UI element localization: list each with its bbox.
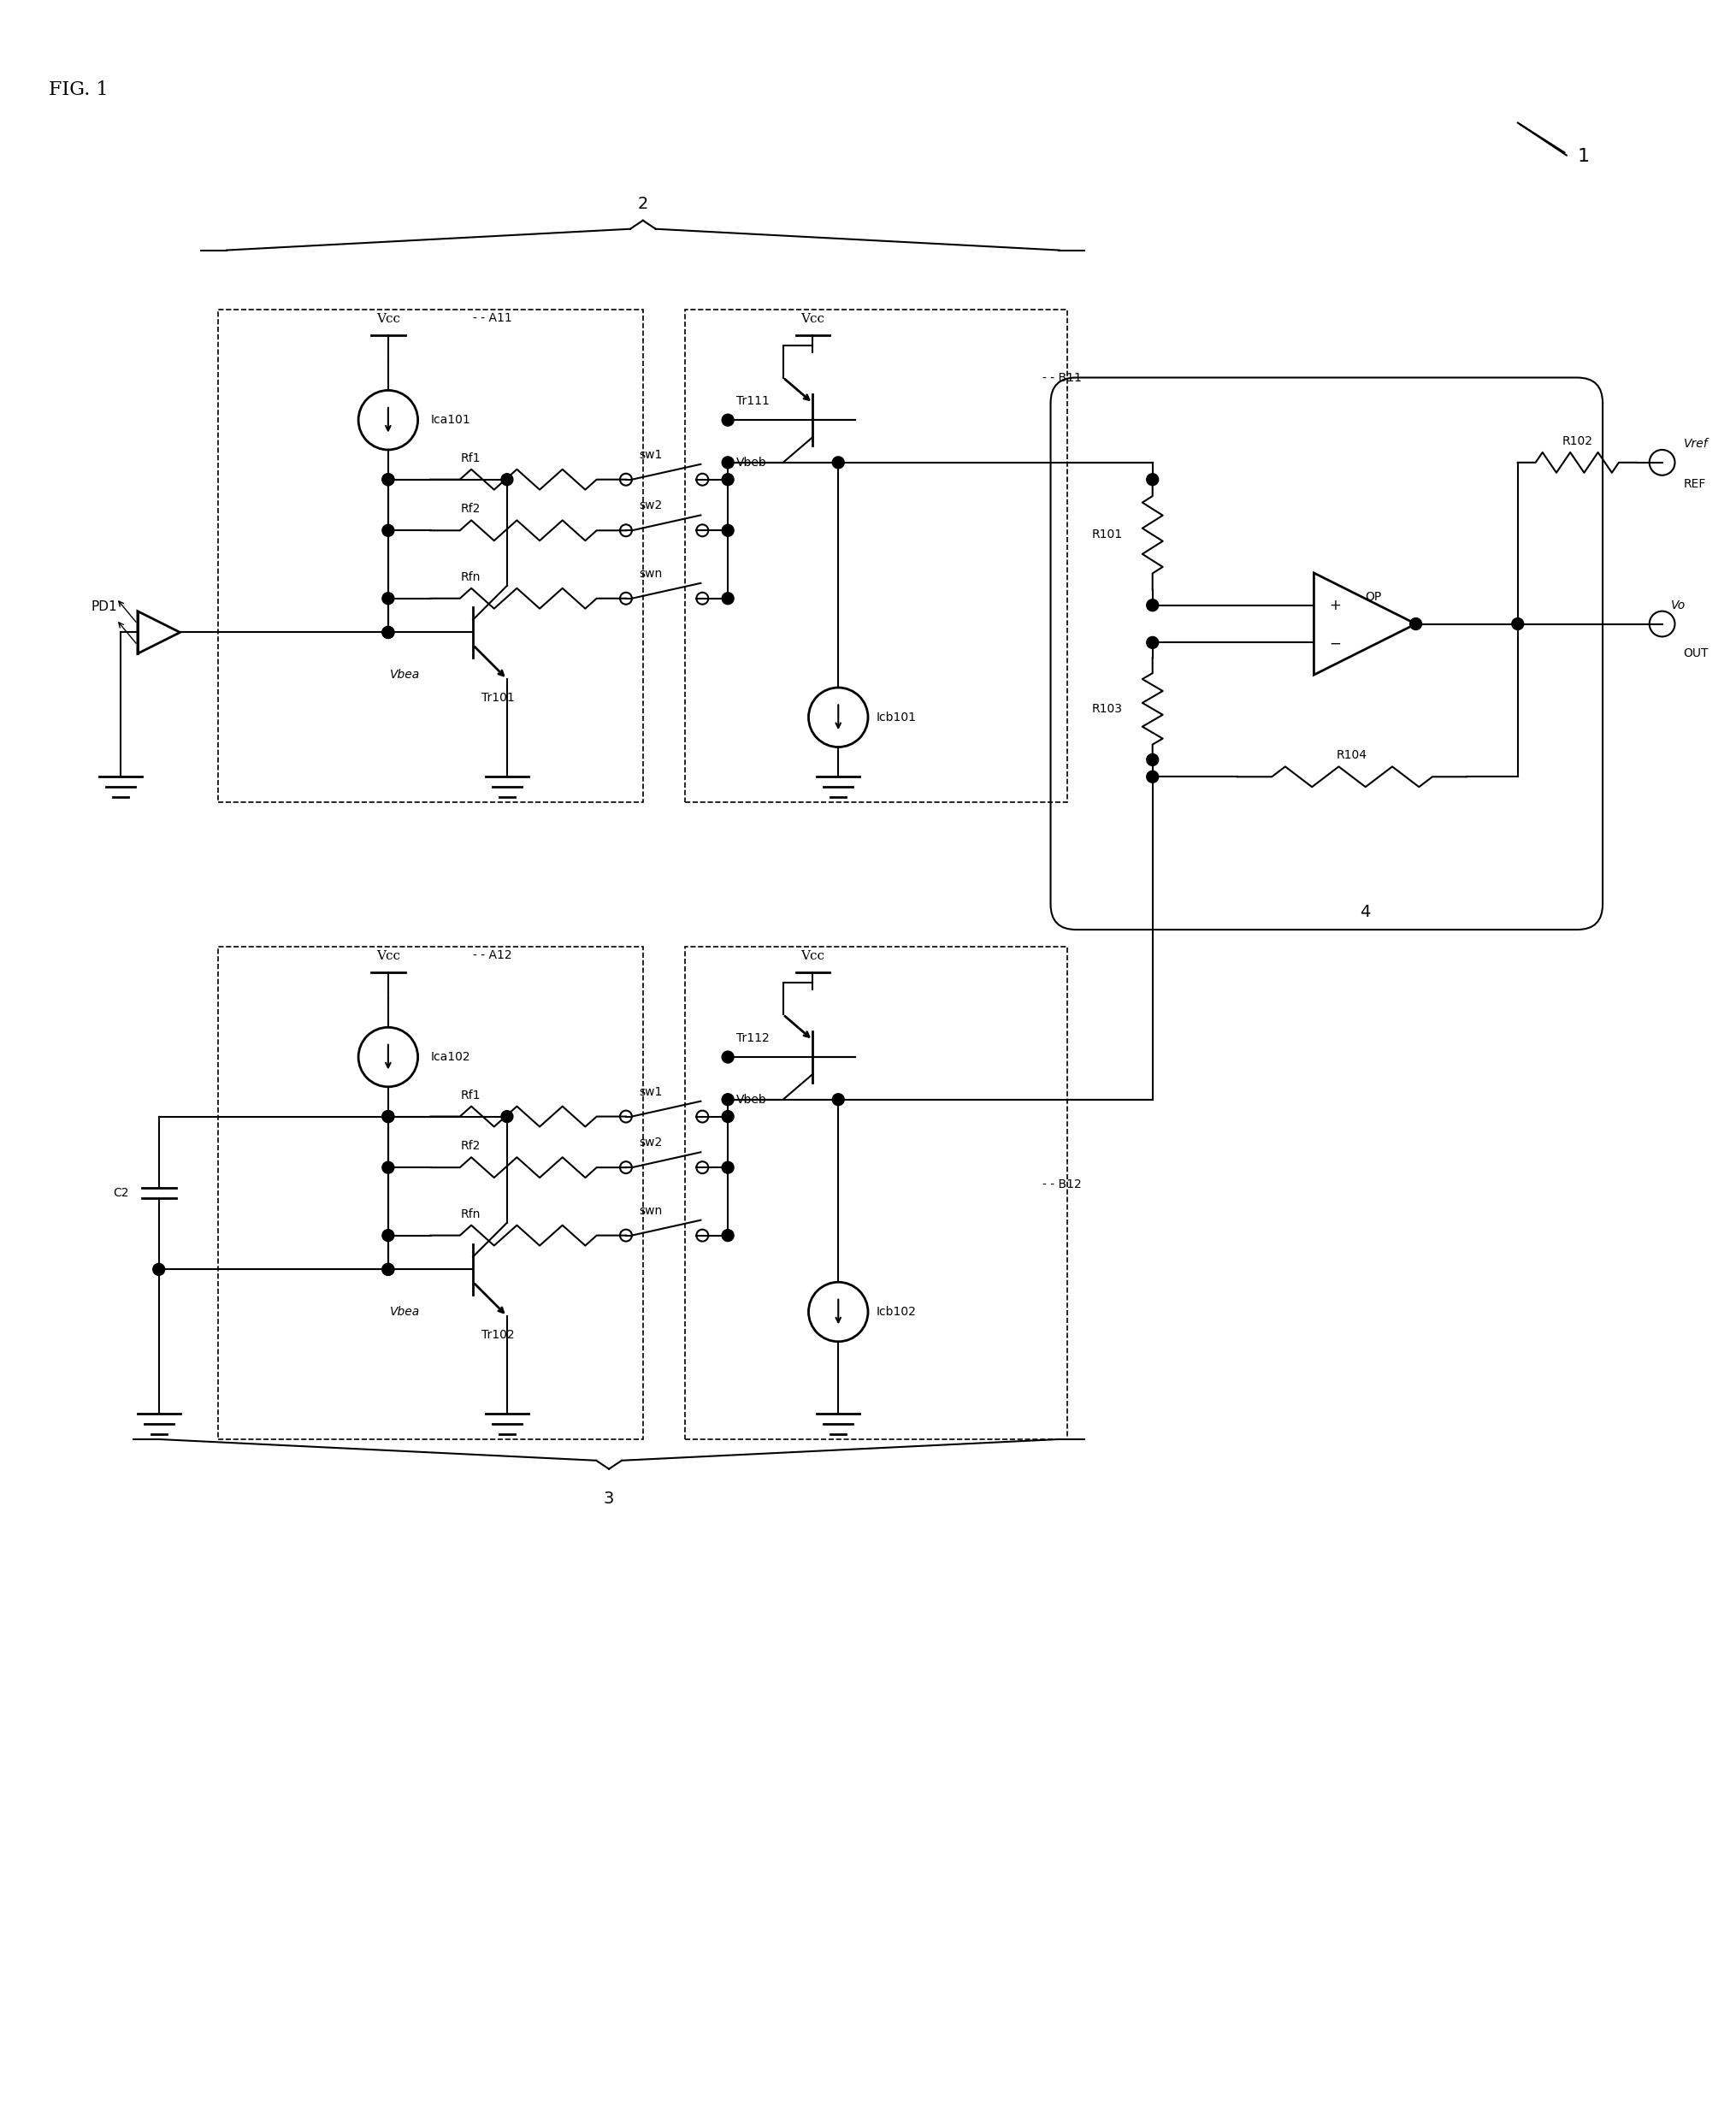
Circle shape	[722, 1050, 733, 1063]
Text: - - B11: - - B11	[1042, 372, 1082, 383]
Circle shape	[1146, 474, 1158, 485]
Text: Vo: Vo	[1670, 600, 1684, 610]
Text: $-$: $-$	[1328, 636, 1340, 651]
Text: REF: REF	[1682, 478, 1705, 489]
Circle shape	[1146, 636, 1158, 648]
Circle shape	[722, 593, 733, 604]
Circle shape	[722, 1093, 733, 1106]
Circle shape	[832, 1093, 844, 1106]
Text: Vcc: Vcc	[800, 950, 825, 961]
Text: Rfn: Rfn	[460, 572, 481, 583]
Circle shape	[382, 1263, 394, 1276]
Circle shape	[722, 525, 733, 536]
Text: sw1: sw1	[639, 449, 661, 461]
Circle shape	[382, 593, 394, 604]
Text: Tr102: Tr102	[481, 1329, 514, 1342]
Text: Vcc: Vcc	[377, 313, 399, 325]
Text: Rf2: Rf2	[460, 1140, 481, 1152]
Text: Tr101: Tr101	[481, 691, 514, 704]
Circle shape	[382, 1263, 394, 1276]
Text: +: +	[1328, 597, 1340, 612]
Text: Vref: Vref	[1682, 438, 1706, 451]
Circle shape	[722, 1110, 733, 1123]
Text: Rf1: Rf1	[460, 1089, 481, 1101]
Text: Ica102: Ica102	[431, 1050, 470, 1063]
Circle shape	[1146, 600, 1158, 610]
Text: sw2: sw2	[639, 1137, 661, 1148]
Circle shape	[722, 1161, 733, 1174]
Circle shape	[502, 1110, 512, 1123]
Circle shape	[722, 474, 733, 485]
Text: - - A11: - - A11	[472, 313, 512, 323]
Text: Rf2: Rf2	[460, 504, 481, 514]
Text: 4: 4	[1359, 904, 1370, 921]
Circle shape	[382, 474, 394, 485]
Text: 1: 1	[1576, 149, 1588, 166]
Text: R103: R103	[1092, 704, 1121, 714]
Circle shape	[153, 1263, 165, 1276]
Text: Ica101: Ica101	[431, 415, 470, 425]
Circle shape	[722, 457, 733, 468]
Text: swn: swn	[639, 1205, 661, 1216]
Text: FIG. 1: FIG. 1	[49, 81, 108, 100]
Text: swn: swn	[639, 568, 661, 580]
Text: C2: C2	[113, 1186, 128, 1199]
Text: Rfn: Rfn	[460, 1208, 481, 1220]
Circle shape	[382, 627, 394, 638]
Circle shape	[722, 1229, 733, 1242]
Circle shape	[1146, 755, 1158, 765]
Text: OUT: OUT	[1682, 648, 1708, 659]
Circle shape	[382, 474, 394, 485]
Text: sw1: sw1	[639, 1086, 661, 1097]
Circle shape	[1510, 619, 1522, 629]
Circle shape	[1410, 619, 1422, 629]
Text: - - A12: - - A12	[472, 948, 512, 961]
Text: Tr111: Tr111	[736, 395, 769, 408]
Text: 2: 2	[637, 196, 648, 213]
Text: sw2: sw2	[639, 500, 661, 512]
Text: R104: R104	[1337, 750, 1366, 761]
Circle shape	[382, 1229, 394, 1242]
Text: Vcc: Vcc	[377, 950, 399, 961]
Text: Vbea: Vbea	[391, 1305, 420, 1318]
Circle shape	[382, 1110, 394, 1123]
Text: PD1: PD1	[90, 600, 116, 612]
Text: Rf1: Rf1	[460, 453, 481, 463]
Circle shape	[382, 1161, 394, 1174]
Text: Vbeb: Vbeb	[736, 1093, 767, 1106]
Circle shape	[382, 1110, 394, 1123]
Text: Icb101: Icb101	[877, 712, 917, 723]
Circle shape	[1146, 772, 1158, 782]
Text: Vcc: Vcc	[800, 313, 825, 325]
Circle shape	[382, 525, 394, 536]
Text: Vbea: Vbea	[391, 670, 420, 680]
Circle shape	[502, 474, 512, 485]
Text: - - B12: - - B12	[1042, 1178, 1082, 1191]
Circle shape	[832, 457, 844, 468]
Text: Vbeb: Vbeb	[736, 457, 767, 468]
Circle shape	[722, 415, 733, 425]
Text: Icb102: Icb102	[877, 1305, 917, 1318]
Text: 3: 3	[604, 1490, 615, 1507]
Text: R101: R101	[1092, 529, 1121, 540]
Text: R102: R102	[1561, 436, 1592, 446]
Circle shape	[382, 627, 394, 638]
Text: Tr112: Tr112	[736, 1033, 769, 1044]
Text: OP: OP	[1364, 591, 1380, 602]
